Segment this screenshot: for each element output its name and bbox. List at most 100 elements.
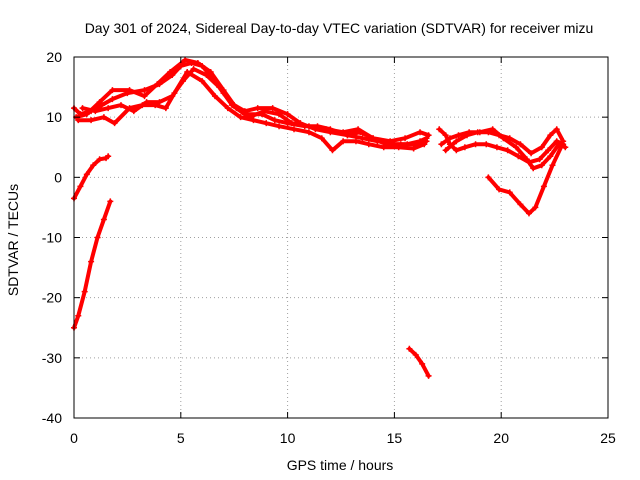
- y-tick-label: -20: [42, 290, 62, 306]
- data-point: [446, 135, 453, 142]
- data-point: [461, 144, 468, 151]
- data-point: [483, 141, 490, 148]
- data-point: [406, 345, 413, 352]
- data-point: [77, 183, 84, 190]
- data-point: [105, 153, 112, 160]
- data-point: [530, 165, 537, 172]
- data-point: [359, 135, 366, 142]
- x-tick-label: 20: [493, 430, 509, 446]
- data-point: [318, 135, 325, 142]
- data-point: [199, 78, 206, 85]
- data-point: [276, 111, 283, 118]
- series-line: [72, 199, 113, 330]
- data-point: [109, 87, 116, 94]
- data-point: [105, 105, 112, 112]
- data-point: [506, 135, 513, 142]
- data-point: [156, 99, 163, 106]
- data-point: [237, 114, 244, 121]
- series-track-8: [485, 144, 565, 217]
- series-track-11: [406, 345, 432, 379]
- data-point: [100, 114, 107, 121]
- data-point: [94, 234, 101, 241]
- data-point: [547, 153, 554, 160]
- data-point: [90, 162, 97, 169]
- data-point: [301, 123, 308, 130]
- y-tick-label: 10: [46, 109, 62, 125]
- data-point: [515, 153, 522, 160]
- data-point: [98, 102, 105, 109]
- series-line: [407, 346, 431, 378]
- data-point: [438, 141, 445, 148]
- data-point: [370, 135, 377, 142]
- y-tick-label: 0: [54, 169, 62, 185]
- data-point: [284, 111, 291, 118]
- data-point: [455, 132, 462, 139]
- data-series: [71, 57, 569, 379]
- data-point: [410, 145, 417, 152]
- data-point: [547, 132, 554, 139]
- data-point: [538, 144, 545, 151]
- data-point: [194, 60, 201, 67]
- data-point: [412, 351, 419, 358]
- data-point: [107, 198, 114, 205]
- x-tick-label: 25: [600, 430, 616, 446]
- x-tick-label: 0: [70, 430, 78, 446]
- data-point: [88, 117, 95, 124]
- data-point: [528, 150, 535, 157]
- data-point: [291, 126, 298, 133]
- data-point: [254, 105, 261, 112]
- y-tick-label: -30: [42, 350, 62, 366]
- data-point: [167, 69, 174, 76]
- series-track-4: [79, 66, 430, 148]
- data-point: [271, 117, 278, 124]
- y-tick-label: 20: [46, 49, 62, 65]
- series-line: [76, 70, 427, 153]
- data-point: [75, 117, 82, 124]
- chart-title: Day 301 of 2024, Sidereal Day-to-day VTE…: [85, 20, 594, 36]
- data-point: [241, 111, 248, 118]
- data-point: [340, 138, 347, 145]
- data-point: [425, 132, 432, 139]
- data-point: [229, 102, 236, 109]
- data-point: [100, 216, 107, 223]
- data-point: [211, 93, 218, 100]
- data-point: [111, 120, 118, 127]
- data-point: [96, 99, 103, 106]
- data-point: [412, 141, 419, 148]
- data-point: [117, 102, 124, 109]
- data-point: [555, 141, 562, 148]
- data-point: [182, 57, 189, 64]
- data-point: [506, 189, 513, 196]
- data-point: [466, 129, 473, 136]
- data-point: [500, 135, 507, 142]
- data-point: [352, 138, 359, 145]
- data-point: [417, 129, 424, 136]
- data-point: [523, 156, 530, 163]
- data-point: [453, 147, 460, 154]
- data-point: [493, 144, 500, 151]
- data-point: [83, 111, 90, 118]
- data-point: [96, 156, 103, 163]
- y-tick-label: -10: [42, 230, 62, 246]
- data-point: [517, 201, 524, 208]
- y-axis-label: SDTVAR / TECUs: [5, 184, 21, 296]
- data-point: [203, 72, 210, 79]
- data-point: [545, 147, 552, 154]
- data-point: [216, 84, 223, 91]
- data-point: [305, 129, 312, 136]
- data-point: [442, 147, 449, 154]
- data-point: [169, 72, 176, 79]
- data-point: [154, 81, 161, 88]
- data-point: [162, 105, 169, 112]
- data-point: [504, 147, 511, 154]
- data-point: [263, 120, 270, 127]
- data-point: [81, 288, 88, 295]
- data-point: [419, 360, 426, 367]
- data-point: [88, 258, 95, 265]
- data-point: [538, 162, 545, 169]
- data-point: [553, 138, 560, 145]
- data-point: [496, 186, 503, 193]
- data-point: [224, 105, 231, 112]
- data-point: [472, 141, 479, 148]
